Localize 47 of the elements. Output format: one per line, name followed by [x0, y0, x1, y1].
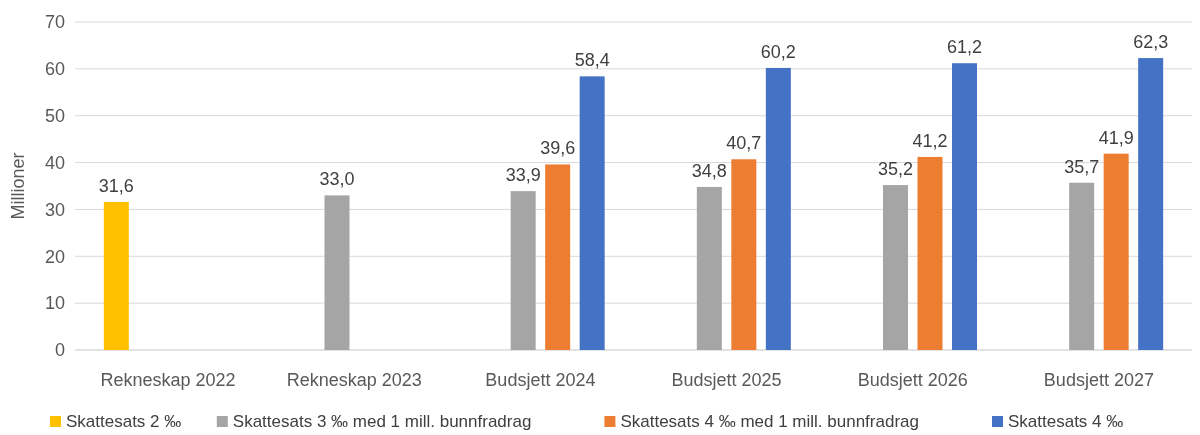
legend-label: Skattesats 4 ‰: [1008, 412, 1124, 431]
bar: [883, 185, 908, 350]
y-tick-label: 20: [44, 246, 65, 267]
legend-label: Skattesats 3 ‰ med 1 mill. bunnfradrag: [232, 412, 532, 431]
y-tick-label: 30: [44, 199, 65, 220]
bar: [510, 191, 536, 350]
y-axis-title: Millioner: [8, 152, 28, 220]
bar: [696, 186, 722, 350]
bar: [1103, 153, 1129, 350]
data-label: 39,6: [540, 138, 576, 159]
data-label: 35,7: [1064, 156, 1100, 177]
data-label: 41,9: [1098, 127, 1134, 148]
y-tick-label: 60: [44, 59, 65, 80]
data-label: 62,3: [1133, 32, 1169, 53]
data-label: 33,0: [319, 169, 355, 190]
bar: [917, 156, 943, 350]
y-tick-label: 0: [54, 340, 65, 361]
legend-label: Skattesats 4 ‰ med 1 mill. bunnfradrag: [620, 412, 919, 431]
bar: [324, 195, 350, 350]
x-tick-label: Budsjett 2025: [671, 370, 782, 390]
data-label: 35,2: [877, 159, 914, 180]
data-label: 33,9: [505, 165, 541, 186]
bar: [952, 63, 977, 350]
data-label: 58,4: [574, 50, 610, 71]
legend-label: Skattesats 2 ‰: [66, 412, 182, 431]
data-label: 34,8: [691, 160, 727, 181]
bar: [731, 159, 757, 350]
bar: [579, 76, 605, 350]
data-label: 31,6: [98, 175, 134, 196]
bar: [545, 164, 571, 350]
y-tick-label: 50: [44, 106, 65, 127]
x-tick-label: Rekneskap 2023: [286, 370, 422, 390]
x-tick-label: Rekneskap 2022: [100, 370, 236, 390]
data-label: 60,2: [760, 41, 796, 62]
bar: [1138, 58, 1164, 350]
y-tick-label: 10: [44, 293, 65, 314]
data-label: 40,7: [726, 133, 762, 154]
y-tick-label: 70: [44, 12, 65, 33]
bar: [1069, 182, 1095, 350]
x-tick-label: Budsjett 2027: [1043, 370, 1154, 390]
data-label: 41,2: [912, 130, 948, 151]
x-tick-label: Budsjett 2026: [857, 370, 968, 390]
data-label: 61,2: [946, 37, 983, 58]
bar: [765, 67, 791, 350]
x-tick-label: Budsjett 2024: [485, 370, 596, 390]
y-tick-label: 40: [44, 152, 65, 173]
bar: [103, 201, 129, 350]
